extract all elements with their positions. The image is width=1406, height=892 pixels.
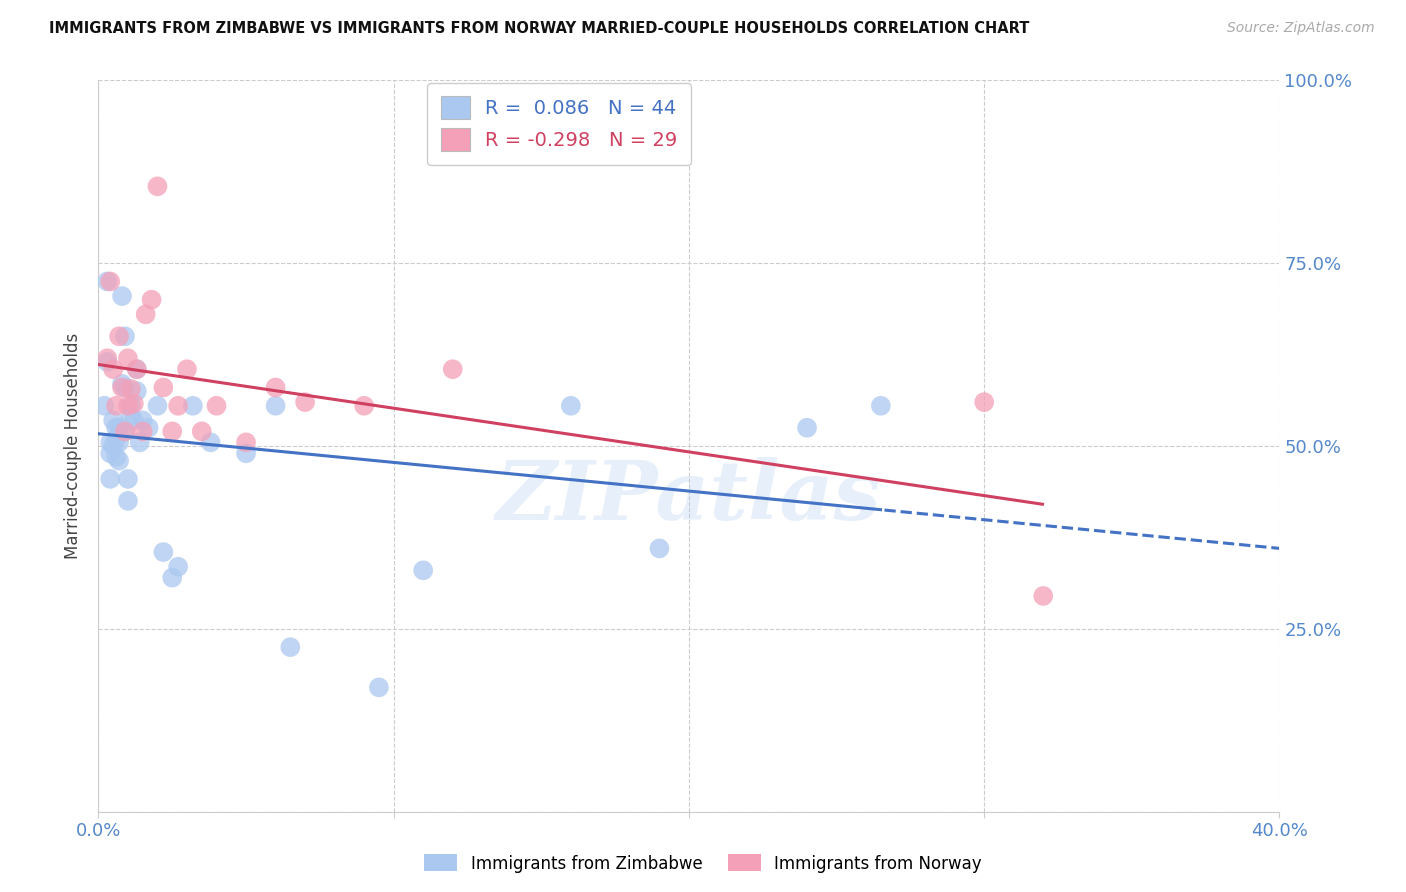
Text: IMMIGRANTS FROM ZIMBABWE VS IMMIGRANTS FROM NORWAY MARRIED-COUPLE HOUSEHOLDS COR: IMMIGRANTS FROM ZIMBABWE VS IMMIGRANTS F…	[49, 21, 1029, 36]
Point	[114, 425, 136, 439]
Point	[111, 380, 134, 394]
Legend: Immigrants from Zimbabwe, Immigrants from Norway: Immigrants from Zimbabwe, Immigrants fro…	[418, 847, 988, 880]
Point	[108, 435, 131, 450]
Point	[796, 421, 818, 435]
Point	[264, 380, 287, 394]
Point	[146, 399, 169, 413]
Point	[200, 435, 222, 450]
Point	[122, 396, 145, 410]
Point	[105, 432, 128, 446]
Point	[122, 413, 145, 427]
Point	[141, 293, 163, 307]
Point	[117, 494, 139, 508]
Point	[132, 413, 155, 427]
Point	[114, 425, 136, 439]
Point	[973, 395, 995, 409]
Point	[167, 559, 190, 574]
Point	[120, 382, 142, 396]
Point	[108, 421, 131, 435]
Point	[264, 399, 287, 413]
Point	[117, 351, 139, 366]
Point	[120, 399, 142, 413]
Point	[412, 563, 434, 577]
Point	[98, 472, 121, 486]
Point	[128, 435, 150, 450]
Point	[368, 681, 391, 695]
Text: ZIPatlas: ZIPatlas	[496, 458, 882, 537]
Point	[146, 179, 169, 194]
Point	[105, 399, 128, 413]
Point	[105, 450, 128, 464]
Point	[162, 571, 183, 585]
Point	[105, 421, 128, 435]
Point	[560, 399, 582, 413]
Point	[1032, 589, 1054, 603]
Point	[111, 289, 134, 303]
Point	[108, 329, 131, 343]
Point	[294, 395, 316, 409]
Point	[135, 307, 157, 321]
Point	[98, 275, 121, 289]
Point	[870, 399, 893, 413]
Point	[103, 362, 125, 376]
Point	[96, 275, 118, 289]
Point	[117, 472, 139, 486]
Point	[441, 362, 464, 376]
Point	[114, 380, 136, 394]
Point	[648, 541, 671, 556]
Point	[152, 380, 174, 394]
Point	[280, 640, 302, 655]
Point	[181, 399, 204, 413]
Point	[235, 435, 257, 450]
Point	[96, 351, 118, 366]
Point	[176, 362, 198, 376]
Point	[98, 446, 121, 460]
Text: Source: ZipAtlas.com: Source: ZipAtlas.com	[1227, 21, 1375, 35]
Point	[162, 425, 183, 439]
Point	[98, 435, 121, 450]
Legend: R =  0.086   N = 44, R = -0.298   N = 29: R = 0.086 N = 44, R = -0.298 N = 29	[427, 83, 692, 164]
Point	[125, 362, 148, 376]
Point	[125, 384, 148, 399]
Point	[108, 453, 131, 467]
Point	[111, 376, 134, 391]
Point	[103, 413, 125, 427]
Point	[205, 399, 228, 413]
Point	[152, 545, 174, 559]
Point	[132, 425, 155, 439]
Point	[114, 329, 136, 343]
Point	[191, 425, 214, 439]
Point	[138, 421, 160, 435]
Point	[353, 399, 375, 413]
Point	[117, 399, 139, 413]
Point	[120, 409, 142, 424]
Point	[103, 439, 125, 453]
Point	[235, 446, 257, 460]
Y-axis label: Married-couple Households: Married-couple Households	[65, 333, 83, 559]
Point	[93, 399, 115, 413]
Point	[125, 362, 148, 376]
Point	[96, 355, 118, 369]
Point	[167, 399, 190, 413]
